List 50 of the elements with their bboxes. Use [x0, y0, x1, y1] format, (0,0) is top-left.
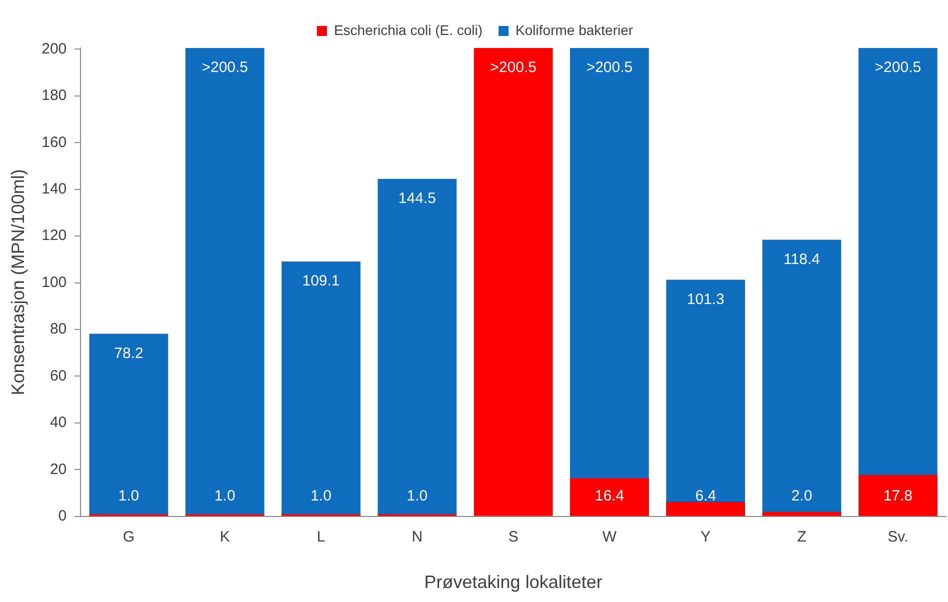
y-tick-label: 0 — [58, 508, 67, 525]
y-tick-label: 40 — [50, 414, 67, 432]
data-label: 78.2 — [114, 344, 144, 362]
data-label: >200.5 — [874, 59, 922, 76]
bar — [474, 48, 553, 516]
y-tick-label: 200 — [42, 40, 67, 58]
data-label: >200.5 — [202, 59, 248, 76]
data-label: 1.0 — [310, 488, 332, 505]
x-tick-label: S — [508, 528, 518, 546]
bar — [185, 48, 264, 516]
bar — [378, 178, 457, 516]
data-label: 2.0 — [791, 488, 812, 505]
data-label: 1.0 — [406, 488, 428, 505]
y-tick-label: 120 — [42, 227, 67, 244]
bar — [666, 501, 746, 516]
x-tick-label: N — [412, 528, 423, 546]
data-label: 1.0 — [214, 488, 236, 505]
x-tick-label: Z — [797, 528, 806, 546]
data-label: 17.8 — [883, 488, 913, 505]
data-label: 144.5 — [398, 190, 436, 207]
x-tick-label: L — [316, 528, 326, 546]
y-tick-label: 180 — [42, 87, 67, 104]
y-tick-label: 100 — [42, 274, 67, 291]
x-axis-title: Prøvetaking lokaliteter — [424, 572, 602, 592]
x-tick-label: K — [220, 528, 230, 546]
data-label: >200.5 — [490, 59, 536, 76]
bar — [762, 512, 842, 516]
data-label: 6.4 — [695, 488, 716, 505]
data-label: 101.3 — [686, 290, 724, 308]
data-label: 16.4 — [594, 488, 624, 505]
legend-label: Koliforme bakterier — [516, 22, 634, 38]
y-tick-label: 80 — [50, 320, 67, 338]
data-label: 109.1 — [302, 272, 340, 290]
legend-label: Escherichia coli (E. coli) — [334, 22, 483, 38]
y-tick-label: 140 — [42, 180, 67, 198]
bar — [570, 478, 649, 516]
y-tick-label: 60 — [50, 367, 67, 384]
x-tick-label: Y — [700, 528, 711, 546]
y-tick-label: 160 — [42, 134, 67, 151]
x-tick-label: G — [122, 528, 135, 546]
data-label: >200.5 — [586, 59, 633, 76]
x-tick-label: W — [602, 528, 618, 546]
x-tick-label: Sv. — [888, 528, 908, 546]
bar — [89, 334, 168, 516]
bar — [282, 262, 360, 516]
y-tick-label: 20 — [50, 460, 67, 478]
data-label: 1.0 — [118, 488, 140, 505]
data-label: 118.4 — [784, 250, 820, 268]
bar — [858, 474, 938, 516]
y-axis-title: Konsentrasjon (MPN/100ml) — [8, 169, 28, 396]
